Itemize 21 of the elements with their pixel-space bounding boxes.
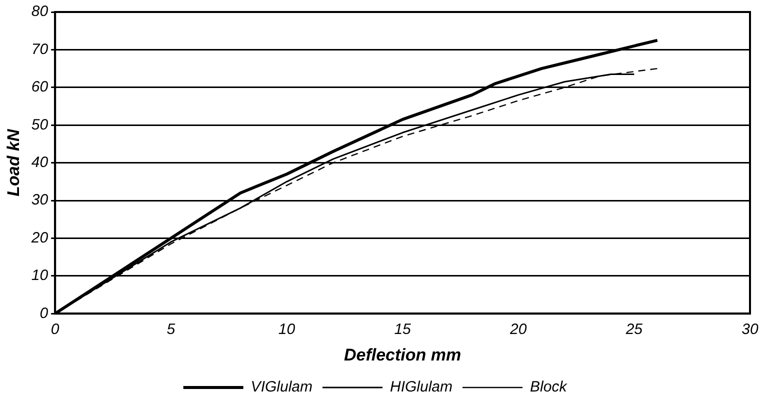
y-tick-label: 70 bbox=[31, 40, 49, 58]
y-tick-label: 20 bbox=[30, 229, 49, 246]
x-tick-label: 30 bbox=[742, 320, 759, 338]
x-axis-title: Deflection mm bbox=[344, 345, 462, 364]
legend-label: Block bbox=[530, 378, 568, 396]
y-tick-label: 40 bbox=[31, 154, 49, 171]
x-tick-label: 5 bbox=[166, 320, 176, 338]
x-tick-label: 0 bbox=[50, 320, 60, 338]
x-tick-label: 10 bbox=[278, 320, 296, 338]
x-tick-label: 25 bbox=[624, 320, 644, 338]
x-tick-label: 20 bbox=[509, 320, 528, 338]
y-tick-label: 10 bbox=[31, 267, 49, 284]
y-tick-label: 50 bbox=[31, 116, 49, 134]
y-tick-label: 0 bbox=[40, 304, 49, 322]
y-tick-label: 80 bbox=[31, 3, 49, 20]
y-tick-label: 30 bbox=[31, 192, 49, 209]
x-tick-label: 15 bbox=[394, 320, 412, 338]
y-axis-title: Load kN bbox=[4, 128, 23, 196]
legend-label: VIGlulam bbox=[250, 378, 312, 396]
legend-label: HIGlulam bbox=[390, 378, 453, 396]
y-tick-label: 60 bbox=[31, 78, 49, 96]
